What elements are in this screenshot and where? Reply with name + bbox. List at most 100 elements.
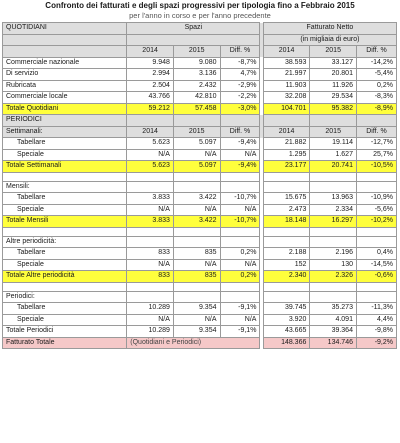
year-2014-header: 2014	[262, 45, 311, 58]
fatturato-2015: 95.382	[309, 102, 357, 115]
spazi-2014: 9.948	[126, 56, 174, 69]
grand-total-2015: 134.746	[309, 336, 357, 349]
report-title: Confronto dei fatturati e degli spazi pr…	[45, 1, 355, 10]
spazi-2015: N/A	[172, 148, 221, 161]
row-label: Speciale	[1, 148, 128, 161]
spazi-diff: N/A	[219, 258, 261, 271]
spazi-diff: -9,4%	[219, 137, 261, 150]
year-header-row: 2014 2015 Diff. % 2014 2015 Diff. %	[1, 45, 398, 58]
spazi-2014: 5.623	[126, 137, 174, 150]
spazi-2014: 833	[126, 270, 174, 283]
year-2015-header: 2015	[309, 45, 357, 58]
row-label: Tabellare	[1, 137, 128, 150]
section-label: Altre periodicità:	[1, 235, 128, 248]
spazi-2015: 9.354	[172, 302, 221, 315]
spazi-2014: 3.833	[126, 215, 174, 228]
fatturato-diff: 0,4%	[355, 247, 398, 260]
fatturato-2015: 130	[309, 258, 357, 271]
fatturato-2014: 23.177	[262, 160, 311, 173]
fatturato-diff: -0,6%	[355, 270, 398, 283]
year-2015-header: 2015	[172, 45, 221, 58]
fatturato-2015: 1.627	[309, 148, 357, 161]
spazi-diff: -9,1%	[219, 302, 261, 315]
row-label: Totale Quotidiani	[1, 102, 128, 115]
spazi-diff: -2,9%	[219, 79, 261, 92]
spazi-2015: N/A	[172, 313, 221, 326]
table-row: Commerciale locale 43.766 42.810 -2,2% 32.20…	[1, 91, 398, 104]
section-altre: Altre periodicità:	[1, 235, 398, 248]
fatturato-2015: 19.114	[309, 137, 357, 150]
fatturato-diff: -8,3%	[355, 91, 398, 104]
spazi-2015: N/A	[172, 258, 221, 271]
fatturato-2014: 3.920	[262, 313, 311, 326]
spazi-diff: N/A	[219, 313, 261, 326]
spazi-diff: -2,2%	[219, 91, 261, 104]
row-label: Totale Mensili	[1, 215, 128, 228]
fatturato-2014: 21.882	[262, 137, 311, 150]
section-label: Mensili:	[1, 180, 128, 193]
fatturato-2014: 2.340	[262, 270, 311, 283]
section-periodici: Periodici:	[1, 290, 398, 303]
year-2015-header: 2015	[309, 125, 357, 138]
table-row: Speciale N/A N/A N/A 3.920 4.091 4,4%	[1, 313, 398, 326]
spacer-row	[1, 227, 398, 236]
fatturato-2014: 39.745	[262, 302, 311, 315]
fatturato-diff: 25,7%	[355, 148, 398, 161]
table-row: Speciale N/A N/A N/A 152 130 -14,5%	[1, 258, 398, 271]
row-label: Speciale	[1, 313, 128, 326]
fatturato-unit: (in migliaia di euro)	[262, 33, 398, 46]
spazi-2015: 835	[172, 270, 221, 283]
spacer-row	[1, 282, 398, 291]
fatturato-diff: -8,9%	[355, 102, 398, 115]
spazi-diff: N/A	[219, 148, 261, 161]
diff-header: Diff. %	[219, 45, 261, 58]
spazi-2015: 835	[172, 247, 221, 260]
row-label: Rubricata	[1, 79, 128, 92]
spazi-2014: 5.623	[126, 160, 174, 173]
row-label: Speciale	[1, 203, 128, 216]
table-row: Rubricata 2.504 2.432 -2,9% 11.903 11.926 0,2%	[1, 79, 398, 92]
fatturato-2015: 35.273	[309, 302, 357, 315]
row-label: Speciale	[1, 258, 128, 271]
header-row-2: (in migliaia di euro)	[1, 33, 398, 46]
fatturato-2014: 38.593	[262, 56, 311, 69]
spazi-diff: -10,7%	[219, 215, 261, 228]
fatturato-header: Fatturato Netto	[262, 22, 398, 35]
fatturato-2015: 33.127	[309, 56, 357, 69]
fatturato-diff: -10,9%	[355, 192, 398, 205]
table-row: Tabellare 10.289 9.354 -9,1% 39.745 35.273 -11…	[1, 302, 398, 315]
spazi-2015: 9.354	[172, 325, 221, 338]
table-row: Tabellare 3.833 3.422 -10,7% 15.675 13.963 -10…	[1, 192, 398, 205]
row-label: Totale Altre periodicità	[1, 270, 128, 283]
fatturato-2014: 32.208	[262, 91, 311, 104]
fatturato-2015: 20.741	[309, 160, 357, 173]
diff-header: Diff. %	[355, 125, 398, 138]
fatturato-2015: 20.801	[309, 68, 357, 81]
header-row-1: QUOTIDIANI Spazi Fatturato Netto	[1, 22, 398, 35]
spazi-diff: 4,7%	[219, 68, 261, 81]
spazi-2015: N/A	[172, 203, 221, 216]
grand-total-diff: -9,2%	[355, 336, 398, 349]
total-row: Totale Altre periodicità 833 835 0,2% 2.340 2…	[1, 270, 398, 283]
year-2014-header: 2014	[126, 45, 174, 58]
grand-total-note: (Quotidiani e Periodici)	[126, 336, 261, 349]
fatturato-diff: -10,2%	[355, 215, 398, 228]
row-label: Commerciale locale	[1, 91, 128, 104]
row-label: Tabellare	[1, 247, 128, 260]
spazi-2014: 10.289	[126, 302, 174, 315]
fatturato-2015: 2.196	[309, 247, 357, 260]
diff-header: Diff. %	[219, 125, 261, 138]
grand-total-label: Fatturato Totale	[1, 336, 128, 349]
row-label: Tabellare	[1, 302, 128, 315]
fatturato-2015: 29.534	[309, 91, 357, 104]
fatturato-2015: 16.297	[309, 215, 357, 228]
report-subtitle: per l'anno in corso e per l'anno precede…	[129, 11, 271, 20]
fatturato-diff: -11,3%	[355, 302, 398, 315]
fatturato-diff: -14,2%	[355, 56, 398, 69]
fatturato-2014: 1.295	[262, 148, 311, 161]
section-label: Periodici:	[1, 290, 128, 303]
fatturato-diff: -10,5%	[355, 160, 398, 173]
fatturato-2014: 43.665	[262, 325, 311, 338]
spazi-2014: 3.833	[126, 192, 174, 205]
fatturato-2015: 11.926	[309, 79, 357, 92]
